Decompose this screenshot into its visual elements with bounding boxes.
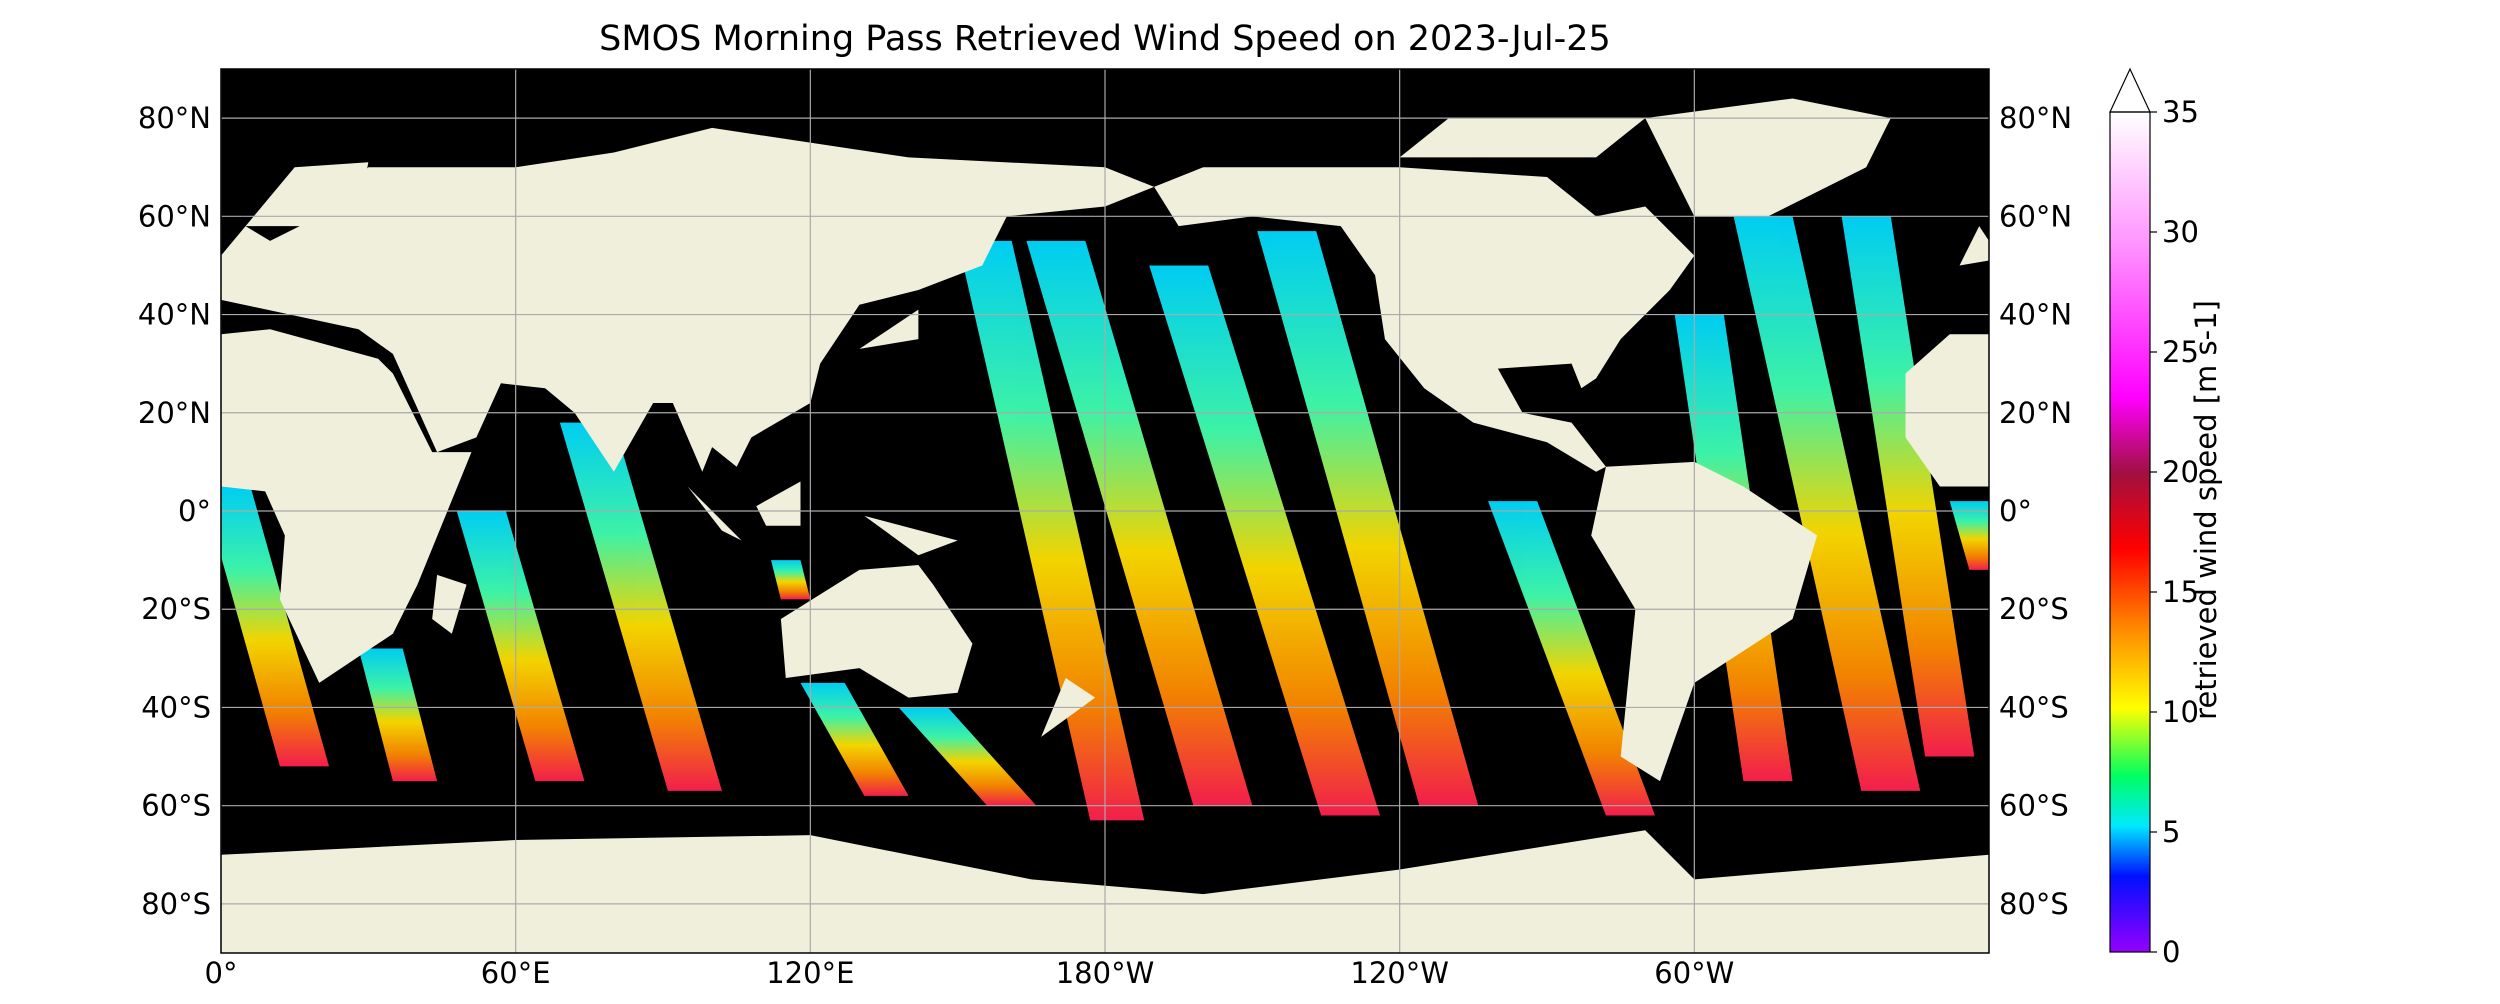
lat-tick-label: 80°S xyxy=(141,887,211,921)
map-frame xyxy=(220,68,1990,954)
lat-tick-label: 20°S xyxy=(141,592,211,626)
lat-tick-label: 20°N xyxy=(1999,396,2072,430)
colorbar xyxy=(2110,112,2150,952)
colorbar-extension xyxy=(2109,67,2151,113)
colorbar-tick-label: 5 xyxy=(2162,815,2180,849)
lat-tick-label: 60°N xyxy=(138,199,211,233)
lat-tick-label: 80°N xyxy=(1999,101,2072,135)
swaths xyxy=(221,216,1989,821)
title: SMOS Morning Pass Retrieved Wind Speed o… xyxy=(599,19,1611,59)
lat-tick-label: 40°N xyxy=(1999,298,2072,332)
lat-tick-label: 60°S xyxy=(141,789,211,823)
colorbar-tick-label: 25 xyxy=(2162,335,2199,369)
colorbar-tick-label: 10 xyxy=(2162,695,2199,729)
colorbar-tick-label: 30 xyxy=(2162,215,2199,249)
colorbar-label: retrieved wind speed [m s-1] xyxy=(2189,300,2223,720)
land xyxy=(221,98,1989,953)
lon-tick-label: 60°W xyxy=(1654,956,1734,990)
lon-tick-label: 60°E xyxy=(481,956,551,990)
lon-tick-label: 0° xyxy=(205,956,238,990)
lat-tick-label: 20°S xyxy=(1999,592,2069,626)
lat-tick-label: 40°S xyxy=(1999,690,2069,724)
lat-tick-label: 60°N xyxy=(1999,199,2072,233)
lon-tick-label: 120°E xyxy=(766,956,854,990)
lat-tick-label: 0° xyxy=(178,494,211,528)
lat-tick-label: 80°S xyxy=(1999,887,2069,921)
colorbar-tick-label: 35 xyxy=(2162,95,2199,129)
map-layers xyxy=(221,98,1989,953)
lon-tick-label: 120°W xyxy=(1350,956,1449,990)
lat-tick-label: 60°S xyxy=(1999,789,2069,823)
colorbar-tick-label: 0 xyxy=(2162,935,2180,969)
lon-tick-label: 180°W xyxy=(1056,956,1155,990)
colorbar-tick-label: 20 xyxy=(2162,455,2199,489)
colorbar-frame xyxy=(2109,111,2151,953)
lat-tick-label: 80°N xyxy=(138,101,211,135)
colorbar-extension-arrow xyxy=(2109,67,2151,113)
colorbar-tick-label: 15 xyxy=(2162,575,2199,609)
lat-tick-label: 0° xyxy=(1999,494,2032,528)
grid xyxy=(220,69,1989,953)
lat-tick-label: 40°S xyxy=(141,690,211,724)
lat-tick-label: 40°N xyxy=(138,298,211,332)
lat-tick-label: 20°N xyxy=(138,396,211,430)
